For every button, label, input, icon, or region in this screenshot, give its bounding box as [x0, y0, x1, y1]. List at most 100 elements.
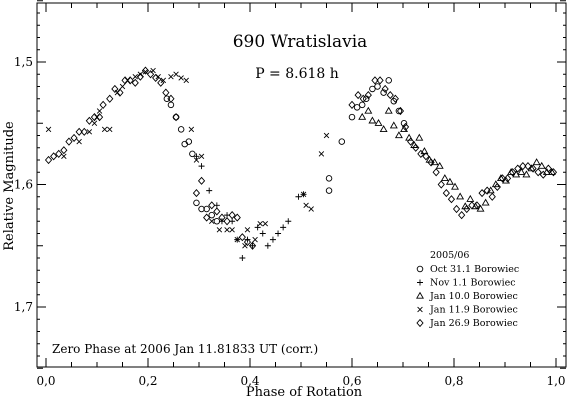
data-point-diamond — [99, 100, 107, 109]
data-point-triangle — [445, 177, 454, 185]
data-point-diamond — [534, 168, 542, 177]
data-point-circle — [369, 85, 376, 93]
data-point-diamond — [223, 217, 231, 226]
data-point-plus — [264, 242, 271, 249]
data-point-diamond — [116, 88, 124, 97]
data-point-diamond — [95, 113, 104, 122]
y-tick-label: 1,5 — [14, 55, 33, 69]
data-point-diamond — [524, 162, 532, 171]
x-axis-label: Phase of Rotation — [246, 385, 363, 400]
data-point-triangle — [456, 192, 465, 200]
data-point-x — [252, 236, 258, 243]
data-point-x — [209, 218, 215, 224]
data-point-diamond — [519, 162, 527, 171]
data-point-circle — [213, 217, 221, 225]
data-point-x — [91, 120, 98, 126]
data-point-diamond — [243, 237, 252, 247]
data-point-triangle — [384, 106, 393, 114]
legend-entry: Oct 31.1 Borowiec — [430, 264, 519, 275]
data-point-circle — [380, 89, 387, 96]
data-point-circle — [325, 187, 333, 194]
data-point-x — [257, 220, 263, 227]
data-point-x — [323, 132, 330, 139]
data-point-x — [107, 126, 113, 133]
data-point-triangle — [481, 198, 490, 206]
legend-title: 2005/06 — [430, 250, 469, 261]
data-point-diamond — [233, 213, 241, 222]
data-point-diamond — [359, 94, 367, 103]
axis-ticks — [37, 0, 566, 369]
data-point-x — [45, 126, 52, 133]
data-point-circle — [163, 95, 171, 102]
legend-marker-triangle — [416, 291, 424, 299]
data-point-diamond — [473, 201, 481, 210]
data-point-x — [300, 191, 307, 198]
data-point-triangle — [379, 125, 388, 133]
data-point-diamond — [208, 201, 216, 210]
y-axis-label: Relative Magnitude — [2, 121, 17, 251]
series-diamond — [44, 66, 558, 250]
data-point-diamond — [75, 127, 83, 136]
data-point-diamond — [354, 90, 362, 100]
data-point-diamond — [106, 94, 114, 103]
tick-labels: 0,0 0,2 0,4 0,6 0,8 1,0 1,5 1,6 1,7 — [14, 55, 566, 388]
data-point-diamond — [90, 113, 99, 122]
data-point-diamond — [121, 76, 129, 85]
data-point-triangle — [374, 118, 383, 126]
data-point-diamond — [152, 73, 160, 83]
data-point-x — [193, 157, 200, 163]
data-point-circle — [358, 101, 366, 109]
legend-marker-plus — [417, 279, 423, 286]
legend-marker-x — [417, 306, 423, 313]
data-point-circle — [325, 175, 333, 182]
data-point-plus — [206, 187, 213, 194]
data-point-x — [303, 202, 309, 209]
data-point-circle — [185, 138, 193, 145]
data-point-diamond — [126, 76, 134, 85]
data-point-x — [244, 227, 251, 233]
data-point-diamond — [407, 137, 415, 146]
y-tick-label: 1,6 — [14, 178, 33, 192]
data-point-circle — [395, 107, 403, 115]
data-point-diamond — [447, 195, 456, 204]
data-point-diamond — [422, 152, 430, 161]
data-point-x — [101, 126, 108, 133]
data-point-diamond — [493, 182, 501, 192]
data-point-circle — [203, 205, 210, 213]
data-point-diamond — [228, 211, 236, 220]
data-point-diamond — [401, 122, 410, 132]
data-point-diamond — [417, 149, 425, 158]
data-point-diamond — [213, 207, 221, 216]
data-point-plus — [295, 193, 302, 200]
data-point-plus — [269, 236, 276, 243]
data-point-diamond — [381, 84, 389, 94]
data-point-triangle — [358, 112, 367, 120]
data-point-plus — [259, 230, 266, 237]
data-point-circle — [172, 113, 180, 121]
data-point-diamond — [442, 188, 450, 198]
data-point-x — [132, 73, 138, 80]
data-point-triangle — [451, 182, 459, 190]
legend-marker-circle — [416, 265, 424, 273]
data-point-triangle — [435, 161, 444, 169]
data-point-diamond — [197, 176, 206, 185]
data-point-diamond — [509, 168, 517, 177]
data-point-diamond — [141, 66, 150, 75]
data-point-diamond — [371, 76, 379, 85]
data-point-diamond — [203, 213, 211, 222]
data-point-diamond — [488, 192, 496, 201]
data-point-diamond — [437, 180, 445, 189]
data-point-diamond — [452, 204, 461, 214]
data-points — [44, 66, 558, 261]
data-point-diamond — [111, 84, 119, 94]
data-point-diamond — [218, 213, 226, 222]
data-point-diamond — [167, 94, 175, 103]
data-point-x — [168, 73, 174, 80]
data-point-plus — [254, 224, 261, 231]
data-point-triangle — [420, 147, 429, 155]
data-point-diamond — [248, 241, 257, 250]
data-point-diamond — [238, 233, 246, 242]
data-point-triangle — [368, 116, 377, 124]
data-point-x — [178, 75, 184, 81]
